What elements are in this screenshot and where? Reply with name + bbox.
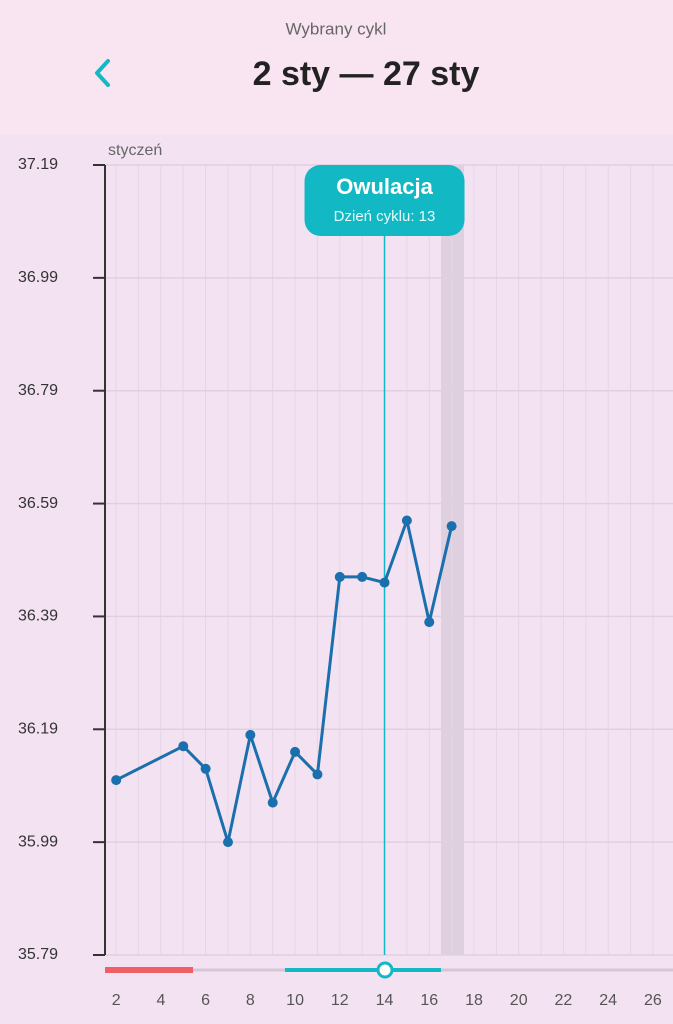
- data-point: [111, 775, 122, 786]
- data-point: [312, 769, 323, 780]
- y-tick-label: 36.19: [18, 721, 58, 738]
- today-column: [441, 165, 464, 955]
- data-point: [379, 577, 390, 588]
- y-tick-label: 35.79: [18, 946, 58, 963]
- data-point: [424, 617, 435, 628]
- data-point: [357, 571, 368, 582]
- x-tick-label: 22: [555, 992, 573, 1009]
- x-tick-label: 16: [420, 992, 438, 1009]
- y-tick-label: 36.99: [18, 269, 58, 286]
- plot: 35.79 35.99 36.19 36.39 36.59 36.79 36.99 37.19…: [18, 142, 673, 1009]
- data-point: [401, 515, 412, 526]
- x-tick-label: 10: [286, 992, 304, 1009]
- y-tick-label: 36.39: [18, 608, 58, 625]
- y-tick-label: 36.59: [18, 495, 58, 512]
- data-point: [200, 763, 211, 774]
- x-tick-label: 2: [112, 992, 121, 1009]
- header-title: 2 sty — 27 sty: [253, 55, 480, 93]
- x-tick-label: 8: [246, 992, 255, 1009]
- x-tick-label: 18: [465, 992, 483, 1009]
- x-tick-label: 24: [599, 992, 617, 1009]
- back-button[interactable]: [95, 59, 110, 87]
- y-tick-label: 37.19: [18, 156, 58, 173]
- data-point: [178, 741, 189, 752]
- header-subtitle: Wybrany cykl: [286, 19, 387, 38]
- data-point: [334, 571, 345, 582]
- annotation-title: Owulacja: [336, 174, 433, 199]
- y-tick-label: 36.79: [18, 382, 58, 399]
- temperature-line: [115, 519, 454, 844]
- y-tick-label: 35.99: [18, 833, 58, 850]
- x-tick-label: 20: [510, 992, 528, 1009]
- data-point: [245, 729, 256, 740]
- annotation-box: [304, 165, 465, 236]
- data-point: [290, 746, 301, 757]
- data-point: [222, 837, 233, 848]
- x-tick-label: 4: [156, 992, 165, 1009]
- x-tick-label: 14: [376, 992, 394, 1009]
- data-point: [267, 797, 278, 808]
- annotation-text: Dzień cyklu: 13: [334, 208, 436, 225]
- ovulation-marker: [376, 961, 394, 979]
- header-bg: [0, 0, 673, 135]
- x-tick-label: 26: [644, 992, 662, 1009]
- month-label: styczeń: [108, 142, 162, 159]
- x-tick-label: 6: [201, 992, 210, 1009]
- x-tick-label: 12: [331, 992, 349, 1009]
- data-point: [446, 521, 457, 532]
